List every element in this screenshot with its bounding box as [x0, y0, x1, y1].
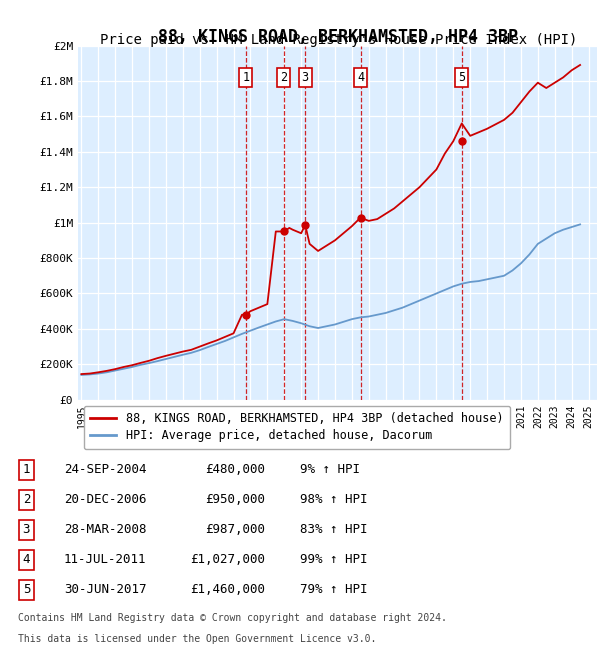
Text: 79% ↑ HPI: 79% ↑ HPI [300, 583, 367, 596]
Text: £1,027,000: £1,027,000 [190, 553, 265, 566]
Text: 98% ↑ HPI: 98% ↑ HPI [300, 493, 367, 506]
Text: 4: 4 [357, 71, 364, 84]
Text: 99% ↑ HPI: 99% ↑ HPI [300, 553, 367, 566]
Text: 24-SEP-2004: 24-SEP-2004 [64, 463, 146, 476]
Text: Contains HM Land Registry data © Crown copyright and database right 2024.: Contains HM Land Registry data © Crown c… [18, 614, 446, 623]
Text: 20-DEC-2006: 20-DEC-2006 [64, 493, 146, 506]
Text: 30-JUN-2017: 30-JUN-2017 [64, 583, 146, 596]
Text: £950,000: £950,000 [205, 493, 265, 506]
Text: £987,000: £987,000 [205, 523, 265, 536]
Text: £480,000: £480,000 [205, 463, 265, 476]
Text: 2: 2 [23, 493, 30, 506]
Text: This data is licensed under the Open Government Licence v3.0.: This data is licensed under the Open Gov… [18, 634, 376, 644]
Text: 11-JUL-2011: 11-JUL-2011 [64, 553, 146, 566]
Title: 88, KINGS ROAD, BERKHAMSTED, HP4 3BP: 88, KINGS ROAD, BERKHAMSTED, HP4 3BP [157, 27, 517, 46]
Text: £1,460,000: £1,460,000 [190, 583, 265, 596]
Text: 5: 5 [23, 583, 30, 596]
Legend: 88, KINGS ROAD, BERKHAMSTED, HP4 3BP (detached house), HPI: Average price, detac: 88, KINGS ROAD, BERKHAMSTED, HP4 3BP (de… [84, 406, 510, 449]
Text: 3: 3 [302, 71, 309, 84]
Text: 4: 4 [23, 553, 30, 566]
Text: 3: 3 [23, 523, 30, 536]
Text: 1: 1 [23, 463, 30, 476]
Text: Price paid vs. HM Land Registry's House Price Index (HPI): Price paid vs. HM Land Registry's House … [100, 33, 578, 47]
Text: 5: 5 [458, 71, 466, 84]
Text: 28-MAR-2008: 28-MAR-2008 [64, 523, 146, 536]
Text: 9% ↑ HPI: 9% ↑ HPI [300, 463, 360, 476]
Text: 2: 2 [280, 71, 287, 84]
Text: 1: 1 [242, 71, 250, 84]
Text: 83% ↑ HPI: 83% ↑ HPI [300, 523, 367, 536]
